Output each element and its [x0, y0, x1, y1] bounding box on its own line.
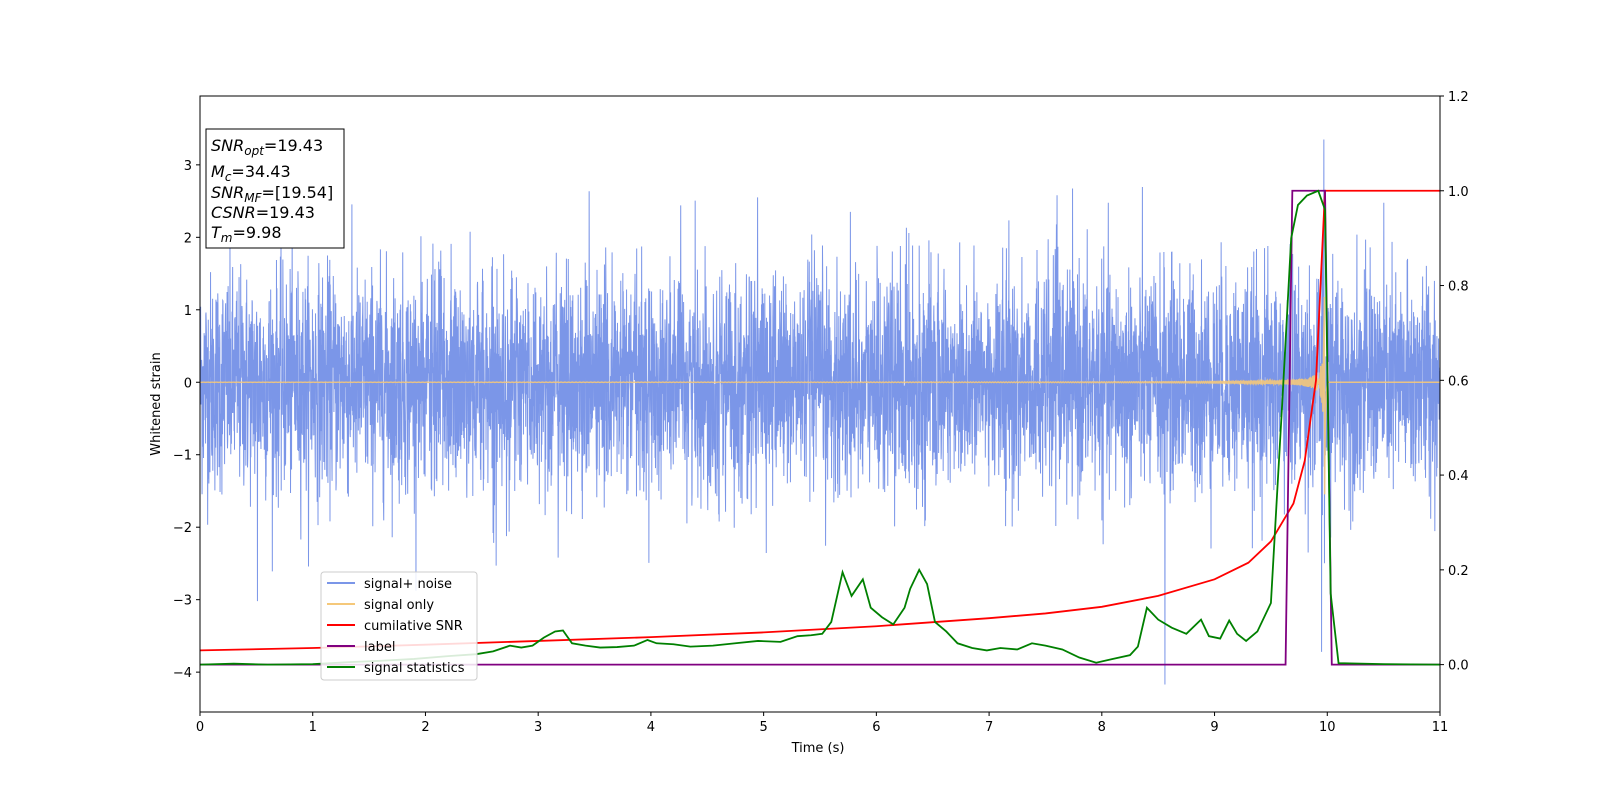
x-tick-label: 5 [759, 720, 767, 735]
snr-mf-text: SNRMF=[19.54] [211, 183, 333, 205]
y2-tick-label: 0.2 [1448, 564, 1469, 579]
legend: signal+ noise signal only cumilative SNR… [320, 571, 478, 681]
legend-label-signal: signal only [364, 598, 434, 613]
y2-tick-label: 0.8 [1448, 280, 1469, 295]
x-axis-title: Time (s) [791, 741, 845, 756]
y2-tick-label: 0.6 [1448, 374, 1469, 389]
annotation-box: SNRopt=19.43 Mc=34.43 SNRMF=[19.54] CSNR… [205, 128, 345, 249]
y-tick-label: −3 [173, 594, 192, 609]
y2-tick-label: 0.4 [1448, 469, 1469, 484]
x-tick-label: 4 [647, 720, 655, 735]
series-label [200, 189, 1440, 666]
y2-tick-label: 1.0 [1448, 185, 1469, 200]
x-tick-label: 7 [985, 720, 993, 735]
y2-tick-label: 1.2 [1448, 90, 1469, 105]
y-axis-title: Whitened strain [149, 352, 164, 455]
y-tick-label: −4 [173, 666, 192, 681]
x-tick-label: 6 [872, 720, 880, 735]
plot-frame [199, 95, 1441, 713]
x-tick-label: 0 [196, 720, 204, 735]
y-tick-label: 1 [184, 304, 192, 319]
y2-tick-label: 0.0 [1448, 659, 1469, 674]
y-tick-label: −2 [173, 521, 192, 536]
x-tick-label: 1 [309, 720, 317, 735]
legend-label-noise: signal+ noise [364, 577, 452, 592]
y-tick-label: 0 [184, 376, 192, 391]
csnr-text: CSNR=19.43 [211, 203, 315, 222]
x-tick-label: 9 [1210, 720, 1218, 735]
tm-text: Tm=9.98 [211, 223, 282, 245]
y-tick-label: 3 [184, 159, 192, 174]
y-tick-label: 2 [184, 231, 192, 246]
x-tick-label: 10 [1319, 720, 1336, 735]
legend-label-label: label [364, 640, 395, 655]
snr-opt-text: SNRopt=19.43 [211, 136, 323, 158]
mc-text: Mc=34.43 [211, 162, 291, 184]
x-tick-label: 8 [1098, 720, 1106, 735]
legend-label-cumsnr: cumilative SNR [364, 619, 463, 634]
x-tick-label: 11 [1432, 720, 1449, 735]
legend-label-stats: signal statistics [364, 661, 465, 676]
x-tick-label: 2 [421, 720, 429, 735]
series-cumulative-snr [200, 189, 1440, 652]
series-signal-statistics [200, 189, 1440, 666]
x-tick-label: 3 [534, 720, 542, 735]
series-signal-noise [200, 139, 1440, 685]
series-signal-only [200, 296, 1440, 495]
y-tick-label: −1 [173, 449, 192, 464]
